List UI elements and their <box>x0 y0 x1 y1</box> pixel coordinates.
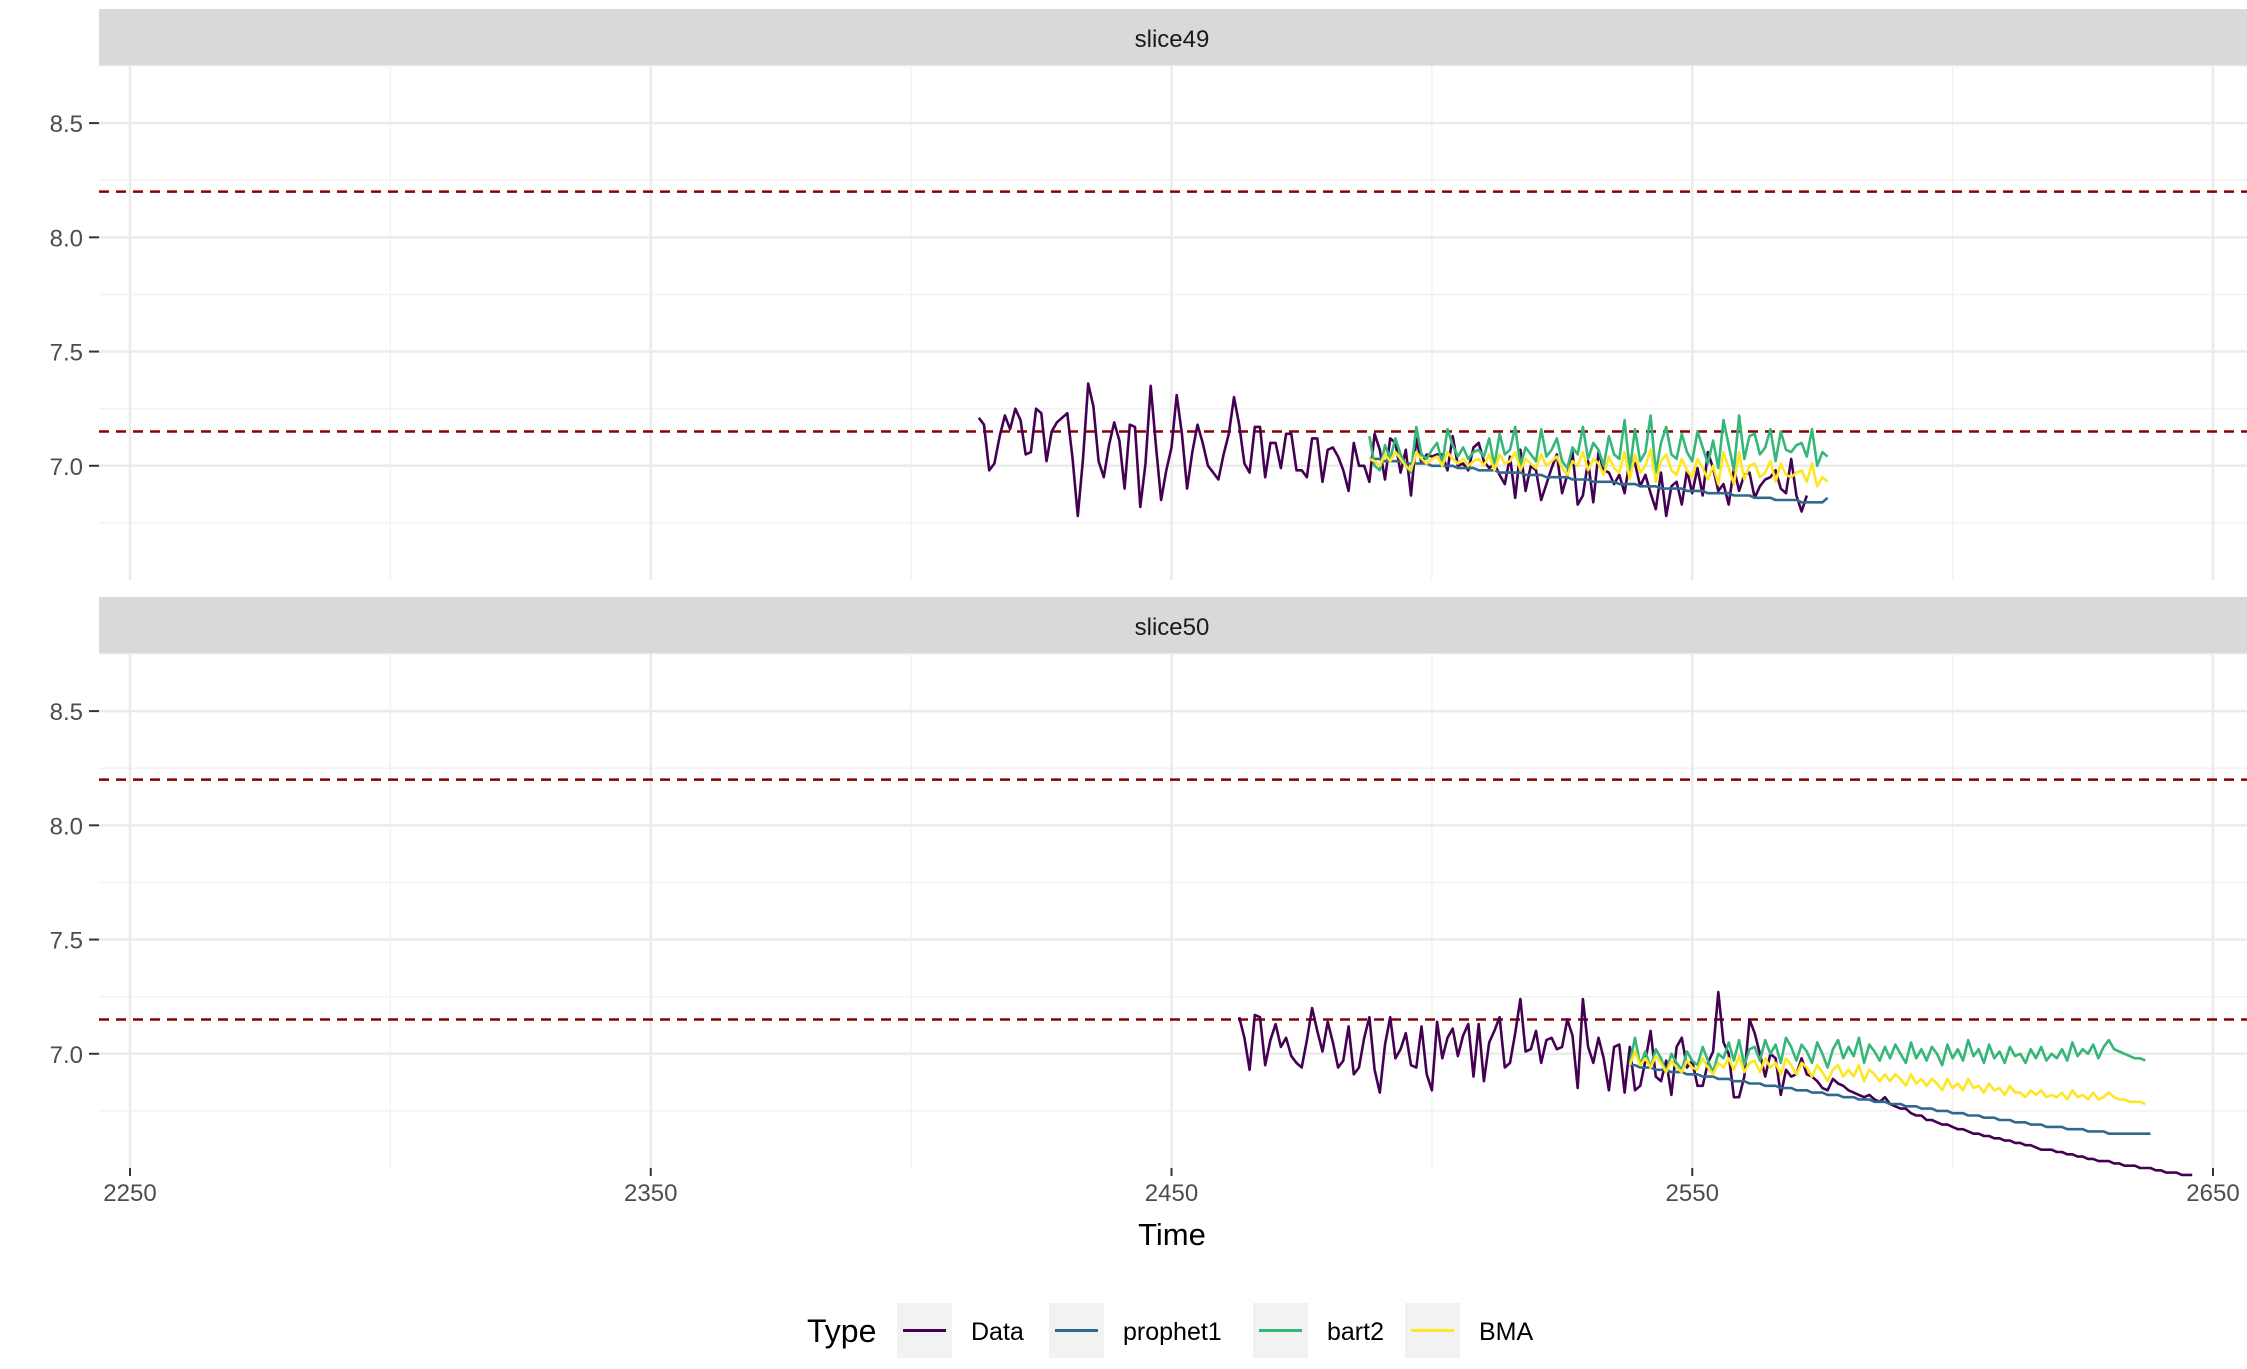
reference-lines-slice50 <box>99 778 2247 1021</box>
facet-strip-slice49 <box>99 9 2247 66</box>
series-line-bart2 <box>1368 414 1829 474</box>
x-axis: 2250 2350 2450 2550 2650 <box>103 1168 2240 1207</box>
legend-items: Data prophet1 bart2 BMA <box>897 1303 1534 1358</box>
legend-item-prophet1: prophet1 <box>1049 1303 1222 1358</box>
facet-panel-slice50: slice50 7.0 7.5 8.0 8.5 <box>50 597 2247 1177</box>
series-line-data <box>1237 990 2193 1177</box>
y-tick-label: 8.0 <box>50 225 83 252</box>
series-lines-slice49 <box>977 382 1829 518</box>
y-tick-label: 7.0 <box>50 454 83 481</box>
legend-label: prophet1 <box>1123 1318 1222 1346</box>
y-tick-label: 8.5 <box>50 111 83 138</box>
legend-item-bart2: bart2 <box>1253 1303 1384 1358</box>
y-tick-label: 8.5 <box>50 699 83 726</box>
series-line-bma <box>1368 448 1829 488</box>
x-tick-label: 2550 <box>1666 1180 1719 1207</box>
series-line-prophet1 <box>1629 1063 2151 1135</box>
x-tick-label: 2250 <box>103 1180 156 1207</box>
facet-strip-slice50 <box>99 597 2247 654</box>
y-axis-ticks-slice49: 7.0 7.5 8.0 8.5 <box>50 111 99 481</box>
y-tick-label: 8.0 <box>50 813 83 840</box>
legend-item-data: Data <box>897 1303 1024 1358</box>
series-line-bart2 <box>1628 1036 2146 1074</box>
y-axis-ticks-slice50: 7.0 7.5 8.0 8.5 <box>50 699 99 1069</box>
series-line-data <box>977 382 1809 518</box>
legend: Type Data prophet1 bart2 BMA <box>807 1303 1534 1358</box>
x-axis-title: Time <box>1138 1217 1206 1252</box>
x-tick-label: 2350 <box>624 1180 677 1207</box>
x-tick-label: 2650 <box>2186 1180 2239 1207</box>
series-line-bma <box>1628 1050 2146 1106</box>
facet-title-slice49: slice49 <box>1135 26 1210 53</box>
x-tick-label: 2450 <box>1145 1180 1198 1207</box>
y-tick-label: 7.0 <box>50 1042 83 1069</box>
series-lines-slice50 <box>1237 990 2193 1177</box>
legend-item-bma: BMA <box>1405 1303 1534 1358</box>
y-tick-label: 7.5 <box>50 928 83 955</box>
legend-label: bart2 <box>1327 1318 1384 1346</box>
facet-title-slice50: slice50 <box>1135 614 1210 641</box>
facet-panel-slice49: slice49 7.0 7.5 8.0 8.5 <box>50 9 2247 580</box>
legend-label: BMA <box>1479 1318 1534 1346</box>
y-tick-label: 7.5 <box>50 340 83 367</box>
series-line-prophet1 <box>1369 457 1829 504</box>
legend-label: Data <box>971 1318 1024 1346</box>
legend-title: Type <box>807 1313 876 1349</box>
